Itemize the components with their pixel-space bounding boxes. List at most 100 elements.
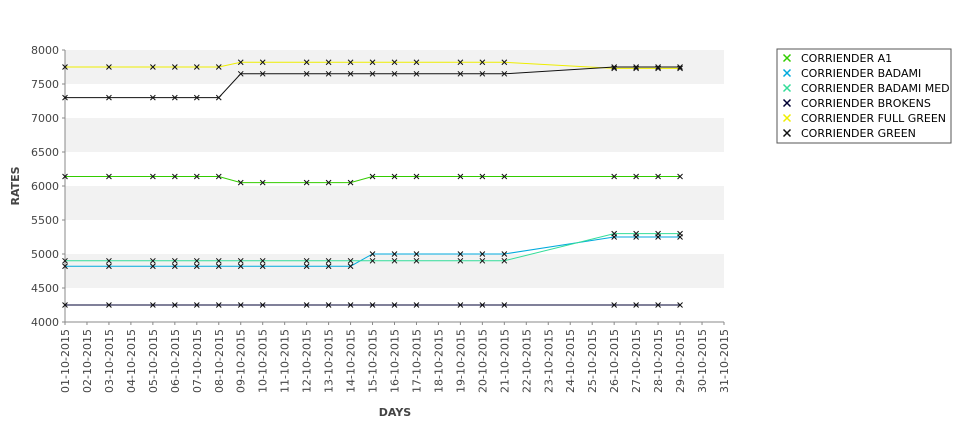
series-5 <box>62 64 683 101</box>
data-point-marker <box>150 94 156 101</box>
data-point-marker <box>62 94 68 101</box>
x-tick-label: 04-10-2015 <box>125 329 138 393</box>
data-point-marker <box>457 70 464 77</box>
legend-item: CORRIENDER BADAMI MED <box>782 82 950 95</box>
x-tick-label: 11-10-2015 <box>279 329 292 393</box>
series-3 <box>62 302 683 308</box>
x-tick-label: 10-10-2015 <box>257 329 270 393</box>
x-tick-label: 01-10-2015 <box>59 329 72 393</box>
data-point-marker <box>479 251 486 257</box>
data-point-marker <box>106 64 112 70</box>
grid-band <box>65 186 724 220</box>
data-point-marker <box>347 179 354 186</box>
y-tick-label: 6500 <box>31 146 59 159</box>
data-point-marker <box>391 59 398 66</box>
x-tick-label: 08-10-2015 <box>213 329 226 393</box>
data-point-marker <box>369 70 376 77</box>
legend-marker <box>782 113 792 123</box>
data-point-marker <box>150 263 156 270</box>
data-point-marker <box>369 302 376 308</box>
data-point-marker <box>347 263 354 270</box>
data-point-marker <box>237 59 244 66</box>
data-point-marker <box>150 64 156 70</box>
data-point-marker <box>193 64 200 70</box>
data-point-marker <box>479 70 486 77</box>
legend-box <box>776 48 952 144</box>
data-point-marker <box>215 173 222 180</box>
data-point-marker <box>501 257 508 264</box>
x-tick-label: 15-10-2015 <box>367 329 380 393</box>
data-point-marker <box>413 257 420 264</box>
legend-label: CORRIENDER A1 <box>801 52 892 65</box>
data-point-marker <box>259 263 266 270</box>
x-tick-label: 20-10-2015 <box>476 329 489 393</box>
data-point-marker <box>259 179 266 186</box>
legend-marker <box>782 53 792 63</box>
data-point-marker <box>479 257 486 264</box>
data-point-marker <box>259 302 266 308</box>
data-point-marker <box>62 257 68 264</box>
data-point-marker <box>171 173 178 180</box>
x-tick-label: 23-10-2015 <box>542 329 555 393</box>
data-point-marker <box>215 257 222 264</box>
legend-item: CORRIENDER FULL GREEN <box>782 112 946 125</box>
x-tick-label: 02-10-2015 <box>81 329 94 393</box>
x-axis-title: DAYS <box>379 406 412 419</box>
data-point-marker <box>391 70 398 77</box>
legend-label: CORRIENDER GREEN <box>801 127 916 140</box>
x-tick-label: 25-10-2015 <box>586 329 599 393</box>
data-point-marker <box>62 302 68 308</box>
data-point-marker <box>413 59 420 66</box>
grid-band <box>65 118 724 152</box>
data-point-marker <box>479 59 486 66</box>
data-point-marker <box>237 70 244 77</box>
legend-item: CORRIENDER A1 <box>782 52 892 65</box>
y-tick-label: 8000 <box>31 44 59 57</box>
data-point-marker <box>215 94 222 101</box>
data-point-marker <box>259 70 266 77</box>
data-point-marker <box>347 59 354 66</box>
x-tick-label: 07-10-2015 <box>191 329 204 393</box>
data-point-marker <box>150 173 156 180</box>
data-point-marker <box>633 64 639 70</box>
data-point-marker <box>633 302 639 308</box>
data-point-marker <box>237 179 244 186</box>
legend-item: CORRIENDER BROKENS <box>782 97 931 110</box>
data-point-marker <box>677 173 683 180</box>
data-point-marker <box>457 251 464 257</box>
data-point-marker <box>369 173 376 180</box>
legend-label: CORRIENDER BADAMI MED <box>801 82 950 95</box>
data-point-marker <box>391 302 398 308</box>
x-tick-label: 05-10-2015 <box>147 329 160 393</box>
legend-marker <box>782 68 792 78</box>
x-tick-label: 22-10-2015 <box>520 329 533 393</box>
data-point-marker <box>479 302 486 308</box>
data-point-marker <box>655 173 661 180</box>
x-tick-label: 30-10-2015 <box>696 329 709 393</box>
y-axis-ticks: 4000 4500 5000 5500 6000 6500 7000 7500 8000 <box>31 44 65 329</box>
legend-label: CORRIENDER FULL GREEN <box>801 112 946 125</box>
grid-band <box>65 254 724 288</box>
data-point-marker <box>479 173 486 180</box>
data-point-marker <box>325 59 332 66</box>
series-2 <box>62 230 683 264</box>
data-point-marker <box>171 302 178 308</box>
legend-label: CORRIENDER BADAMI <box>801 67 921 80</box>
data-point-marker <box>193 263 200 270</box>
data-point-marker <box>193 302 200 308</box>
data-point-marker <box>677 302 683 308</box>
data-point-marker <box>369 257 376 264</box>
data-point-marker <box>611 173 618 180</box>
data-point-marker <box>325 70 332 77</box>
data-point-marker <box>369 251 376 257</box>
data-point-marker <box>215 64 222 70</box>
data-point-marker <box>325 263 332 270</box>
legend-item: CORRIENDER GREEN <box>782 127 916 140</box>
data-point-marker <box>171 263 178 270</box>
series-lines <box>62 59 683 308</box>
x-tick-label: 06-10-2015 <box>169 329 182 393</box>
data-point-marker <box>677 64 683 70</box>
data-point-marker <box>171 64 178 70</box>
data-point-marker <box>237 257 244 264</box>
